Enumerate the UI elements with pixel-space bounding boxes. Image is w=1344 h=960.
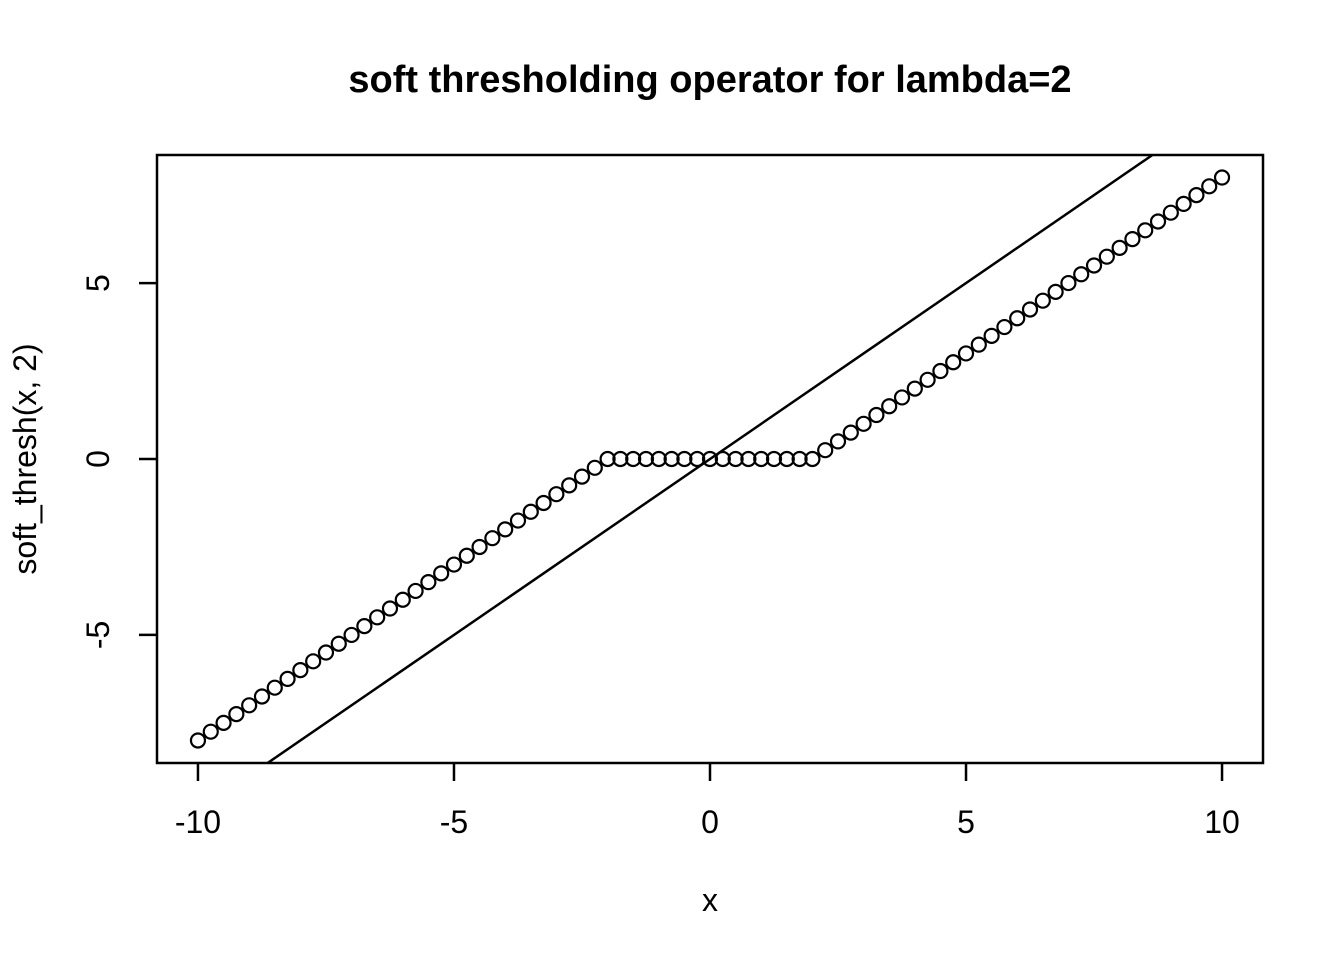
data-point: [983, 327, 1000, 344]
points-layer: [189, 169, 1231, 749]
data-point: [1201, 178, 1218, 195]
data-point: [957, 345, 975, 362]
data-point: [842, 424, 859, 441]
x-tick-label: -5: [440, 804, 468, 840]
data-point: [881, 398, 898, 415]
data-point: [701, 450, 719, 468]
data-point: [241, 697, 258, 714]
series-layer: [265, 155, 1155, 763]
data-point: [599, 450, 616, 468]
data-point: [1021, 301, 1039, 318]
data-point: [356, 618, 373, 635]
x-tick-label: 5: [957, 804, 975, 840]
data-point: [650, 450, 667, 468]
data-point: [420, 574, 437, 591]
y-axis-ticks: -5 0 5: [80, 274, 157, 649]
data-point: [189, 732, 207, 749]
x-tick-label: 0: [701, 804, 719, 840]
data-point: [343, 626, 360, 644]
data-point: [1149, 213, 1167, 230]
data-point: [1137, 222, 1154, 239]
data-point: [305, 653, 322, 670]
data-point: [740, 450, 757, 468]
data-point: [778, 450, 795, 468]
data-point: [1162, 204, 1179, 221]
data-point: [1060, 274, 1077, 292]
data-point: [586, 459, 603, 476]
data-point: [1073, 266, 1090, 283]
data-point: [202, 723, 219, 740]
data-point: [996, 318, 1013, 336]
data-point: [663, 450, 680, 468]
data-point: [522, 503, 539, 520]
data-point: [381, 600, 399, 617]
data-point: [253, 688, 271, 705]
data-point: [1098, 248, 1115, 265]
data-point: [970, 336, 987, 353]
data-point: [868, 406, 885, 424]
x-tick-label: 10: [1204, 804, 1240, 840]
data-point: [279, 670, 296, 688]
data-point: [689, 450, 706, 468]
data-point: [509, 512, 527, 529]
data-point: [714, 450, 731, 468]
data-point: [906, 380, 923, 397]
data-point: [1111, 239, 1128, 256]
data-point: [266, 679, 283, 696]
data-point: [919, 371, 936, 388]
data-point: [535, 494, 552, 512]
data-point: [945, 354, 962, 371]
data-point: [1034, 292, 1051, 309]
y-tick-label: 5: [80, 274, 116, 292]
data-point: [1047, 283, 1064, 300]
data-point: [1175, 195, 1192, 213]
data-point: [317, 644, 335, 661]
data-point: [829, 433, 847, 450]
data-point: [484, 530, 501, 547]
data-point: [561, 477, 578, 494]
data-point: [292, 662, 309, 679]
data-point: [765, 450, 783, 468]
data-point: [817, 442, 834, 459]
y-axis-label: soft_thresh(x, 2): [7, 343, 43, 574]
data-point: [612, 450, 629, 468]
x-tick-label: -10: [175, 804, 221, 840]
data-point: [228, 705, 245, 723]
data-point: [497, 521, 514, 538]
plot-title: soft thresholding operator for lambda=2: [348, 59, 1071, 101]
data-point: [1085, 257, 1103, 274]
data-point: [855, 415, 872, 432]
identity-line: [265, 155, 1155, 763]
data-point: [753, 450, 770, 468]
data-point: [1009, 310, 1026, 327]
data-point: [433, 565, 450, 582]
data-point: [573, 468, 591, 485]
data-point: [727, 450, 744, 468]
y-tick-label: 0: [80, 450, 116, 468]
x-axis-label: x: [702, 882, 718, 918]
y-tick-label: -5: [80, 621, 116, 649]
data-point: [676, 450, 693, 468]
data-point: [804, 450, 821, 468]
data-point: [625, 450, 642, 468]
data-point: [893, 389, 911, 406]
data-point: [215, 714, 232, 731]
x-axis-ticks: -10 -5 0 5 10: [175, 763, 1240, 840]
data-point: [471, 538, 488, 556]
data-point: [791, 450, 808, 468]
data-point: [1124, 230, 1141, 248]
data-point: [458, 547, 475, 564]
data-point: [369, 609, 386, 626]
data-point: [407, 582, 424, 600]
data-point: [445, 556, 463, 573]
data-point: [548, 486, 565, 503]
data-point: [1188, 187, 1205, 204]
data-point: [932, 362, 949, 380]
data-point: [394, 591, 411, 608]
data-point: [1213, 169, 1231, 186]
data-point: [637, 450, 655, 468]
data-point: [330, 635, 347, 652]
